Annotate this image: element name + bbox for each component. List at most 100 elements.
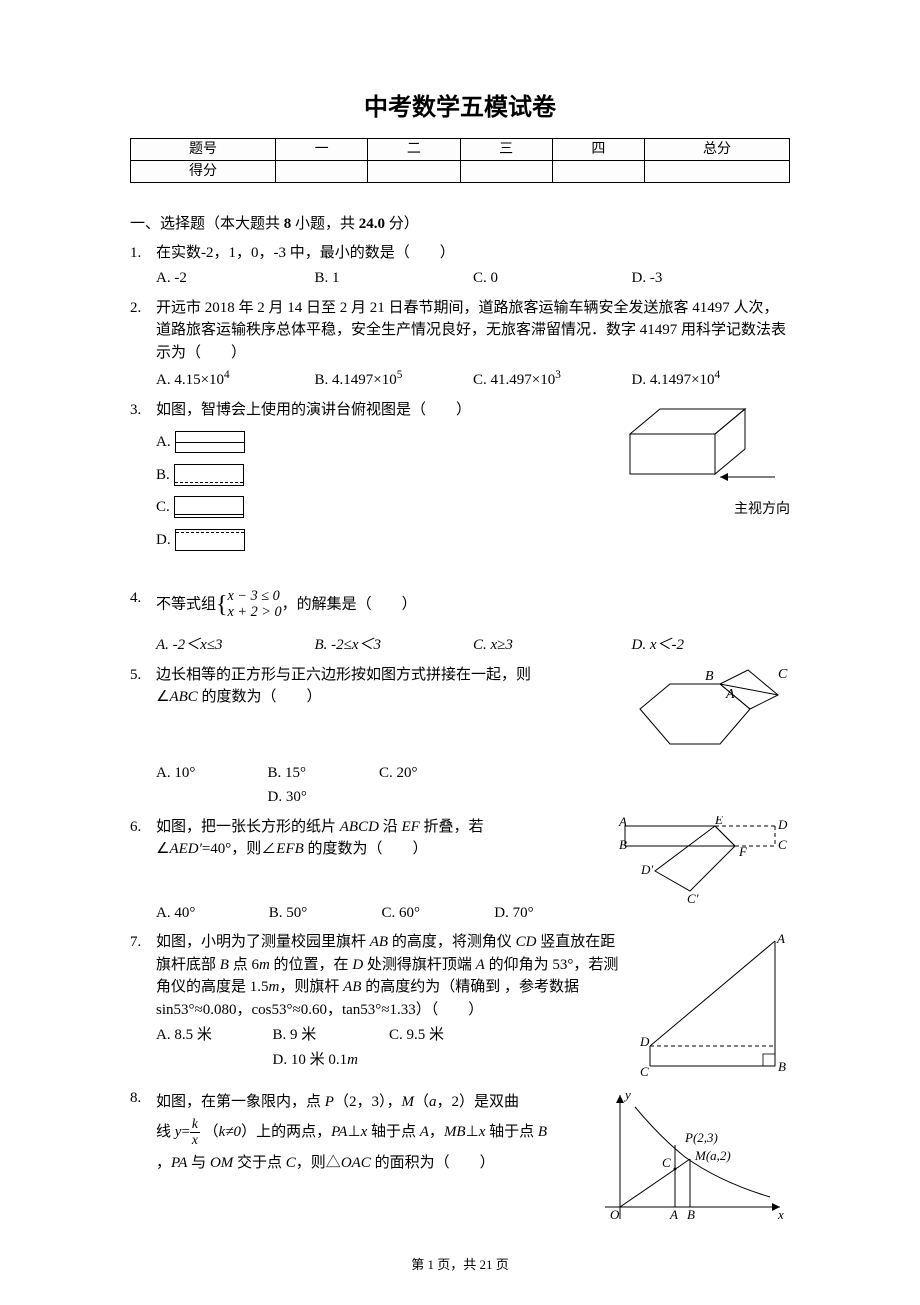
svg-text:M(a,2): M(a,2): [694, 1148, 731, 1163]
q6-abcd: ABCD: [340, 819, 379, 835]
q8-s1: 如图，在第一象限内，点: [156, 1094, 325, 1110]
q2a-base: A. 4.15×10: [156, 372, 224, 388]
q6-ang-sym1: ∠: [156, 841, 169, 857]
q8-number: 8.: [130, 1087, 156, 1110]
q3d-icon: [175, 529, 245, 551]
exam-title: 中考数学五模试卷: [130, 90, 790, 126]
q5-stem-post: 的度数为（ ）: [198, 689, 322, 705]
q3-option-d: D.: [156, 529, 790, 552]
q4-option-c: C. x≥3: [473, 633, 632, 658]
q2d-exp: 4: [715, 369, 721, 381]
q3c-icon: [174, 496, 244, 518]
q5-option-b: B. 15°: [268, 761, 380, 786]
q7-a: A: [476, 957, 485, 973]
q6-ang1: AED': [169, 841, 201, 857]
question-2: 2. 开远市 2018 年 2 月 14 日至 2 月 21 日春节期间，道路旅…: [130, 297, 790, 393]
q7-s8: ，则旗杆: [279, 979, 343, 995]
q3-fig-label: 主视方向: [620, 499, 790, 520]
q5-figure: B A C: [610, 664, 790, 774]
q7-figure: A B C D: [630, 931, 790, 1081]
svg-text:A: A: [776, 931, 785, 946]
q3-option-a: A.: [156, 431, 612, 454]
q3b-label: B.: [156, 464, 170, 487]
q6-option-b: B. 50°: [269, 901, 382, 926]
q4-inequality-system: x − 3 ≤ 0x + 2 > 0: [228, 589, 282, 620]
q5-angle-name: ABC: [169, 689, 197, 705]
q6-option-a: A. 40°: [156, 901, 269, 926]
q8-comma1: ，: [429, 1124, 444, 1140]
q3-figure: 主视方向: [620, 399, 790, 520]
q5-number: 5.: [130, 664, 156, 687]
q8-paren-close: ）上的两点，: [241, 1124, 331, 1140]
q7-s5: 的位置，在: [270, 957, 353, 973]
q8-s2: 线: [156, 1124, 175, 1140]
svg-text:C: C: [778, 837, 787, 852]
score-table-header-row: 题号 一 二 三 四 总分: [131, 139, 790, 161]
score-col-label: 题号: [131, 139, 276, 161]
score-col-4: 四: [552, 139, 644, 161]
q8-pcoord: （2，3），: [334, 1094, 402, 1110]
page-footer: 第 1 页，共 21 页: [130, 1255, 790, 1275]
svg-text:P(2,3): P(2,3): [684, 1130, 718, 1145]
q6-ef: EF: [401, 819, 419, 835]
q7-s9: 的高度约为（精确到: [361, 979, 500, 995]
q7d-m: m: [347, 1052, 358, 1068]
section-1-heading: 一、选择题（本大题共 8 小题，共 24.0 分）: [130, 213, 790, 236]
score-col-2: 二: [368, 139, 460, 161]
question-6: 6. A B E D C F D′ C′ 如图，把一: [130, 816, 790, 926]
q8-mcoord-open: （: [414, 1094, 429, 1110]
svg-text:x: x: [777, 1207, 784, 1222]
q2-option-b: B. 4.1497×105: [315, 366, 474, 393]
score-cell-4: [552, 161, 644, 183]
q6-figure: A B E D C F D′ C′: [615, 816, 790, 906]
sec1-suffix: 分）: [385, 216, 419, 232]
q4-stem-post: ，的解集是（ ）: [282, 596, 417, 612]
score-cell-2: [368, 161, 460, 183]
q5-stem-line1: 边长相等的正方形与正六边形按如图方式拼接在一起，则: [156, 667, 531, 683]
q4-option-a: A. -2＜x≤3: [156, 633, 315, 658]
sec1-mid: 小题，共: [291, 216, 359, 232]
q2b-exp: 5: [397, 369, 403, 381]
q2-option-d: D. 4.1497×104: [632, 366, 791, 393]
q8-s5pre: ，: [156, 1155, 171, 1171]
q7-number: 7.: [130, 931, 156, 954]
svg-text:O: O: [610, 1207, 620, 1222]
q8-frac-den: x: [190, 1133, 200, 1148]
q6-s3: 折叠，若: [420, 819, 484, 835]
svg-text:B: B: [778, 1059, 786, 1074]
question-3: 3. 主视方向 如图，智博会上使用的演讲台俯视图是（ ） A. B. C. D.: [130, 399, 790, 562]
q3c-label: C.: [156, 496, 170, 519]
sec1-points: 24.0: [359, 216, 385, 232]
q1-option-c: C. 0: [473, 266, 632, 291]
q2d-base: D. 4.1497×10: [632, 372, 715, 388]
q7-option-c: C. 9.5 米: [389, 1023, 506, 1048]
q7-m2: m: [269, 979, 280, 995]
q7-s6: 处测得旗杆顶端: [363, 957, 476, 973]
q8-s6: ，则△: [296, 1155, 341, 1171]
q3d-label: D.: [156, 529, 171, 552]
q4-option-d: D. x＜-2: [632, 633, 791, 658]
score-col-total: 总分: [645, 139, 790, 161]
q8-OM: OM: [210, 1155, 233, 1171]
svg-text:B: B: [619, 837, 627, 852]
q8-perp1: ⊥: [347, 1124, 360, 1140]
q7-ab2: AB: [343, 979, 361, 995]
q5-option-c: C. 20°: [379, 761, 491, 786]
svg-text:C: C: [662, 1155, 671, 1170]
q2-number: 2.: [130, 297, 156, 320]
q3-option-b: B.: [156, 464, 612, 487]
q8-eq: =: [181, 1124, 189, 1140]
q7-option-b: B. 9 米: [273, 1023, 390, 1048]
q7-ab: AB: [370, 934, 388, 950]
svg-text:B: B: [705, 669, 714, 684]
q6-number: 6.: [130, 816, 156, 839]
q2-option-c: C. 41.497×103: [473, 366, 632, 393]
q7-cd: CD: [516, 934, 537, 950]
q7-d: D: [352, 957, 363, 973]
q8-s7: 的面积为（ ）: [371, 1155, 495, 1171]
q8-Clbl: C: [286, 1155, 296, 1171]
q6-eq40: =40°，则∠: [202, 841, 276, 857]
q8-M: M: [401, 1094, 414, 1110]
q1-number: 1.: [130, 242, 156, 265]
q2b-base: B. 4.1497×10: [315, 372, 397, 388]
